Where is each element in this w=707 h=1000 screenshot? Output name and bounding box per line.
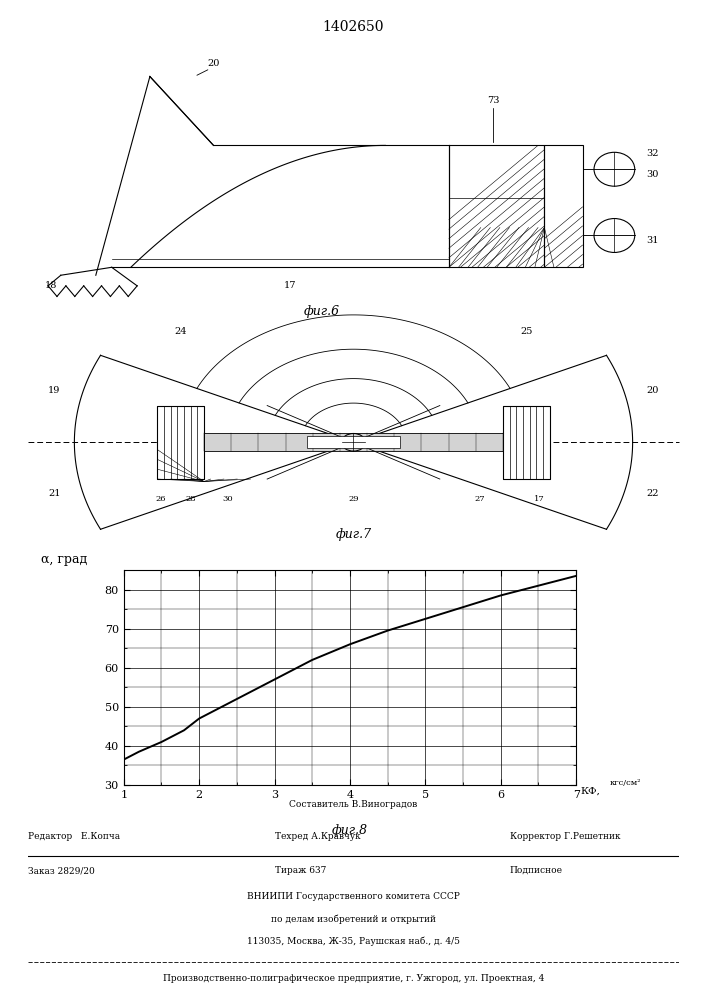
Bar: [544, 145, 583, 267]
Text: 20: 20: [207, 59, 220, 68]
Text: 73: 73: [487, 96, 500, 105]
Text: 31: 31: [646, 236, 659, 245]
Text: 17: 17: [534, 495, 545, 503]
Text: 24: 24: [175, 328, 187, 336]
Text: 113035, Москва, Ж-35, Раушская наб., д. 4/5: 113035, Москва, Ж-35, Раушская наб., д. …: [247, 936, 460, 946]
Text: 27: 27: [474, 495, 485, 503]
Text: кгс/см²: кгс/см²: [610, 779, 642, 787]
Y-axis label: α, град: α, град: [41, 553, 88, 566]
Text: 18: 18: [45, 282, 57, 290]
Text: 20: 20: [646, 386, 659, 395]
Text: Подписное: Подписное: [510, 866, 563, 875]
Text: 25: 25: [520, 328, 532, 336]
Text: 19: 19: [48, 386, 61, 395]
Text: фиг.6: фиг.6: [303, 305, 340, 318]
Text: 26: 26: [156, 495, 166, 503]
Text: 21: 21: [48, 489, 61, 498]
Text: Корректор Г.Решетник: Корректор Г.Решетник: [510, 832, 620, 841]
Text: 22: 22: [646, 489, 659, 498]
Text: 32: 32: [646, 149, 659, 158]
Text: Производственно-полиграфическое предприятие, г. Ужгород, ул. Проектная, 4: Производственно-полиграфическое предприя…: [163, 974, 544, 983]
Text: 30: 30: [222, 495, 233, 503]
Text: Техред А.Кравчук: Техред А.Кравчук: [276, 832, 361, 841]
Text: 1402650: 1402650: [323, 20, 384, 34]
Bar: [503, 406, 549, 479]
Bar: [307, 436, 400, 448]
Text: 17: 17: [284, 282, 296, 290]
Text: КФ,: КФ,: [580, 786, 600, 795]
Text: Составитель В.Виноградов: Составитель В.Виноградов: [289, 800, 418, 809]
Text: фиг.7: фиг.7: [335, 528, 372, 541]
Text: ВНИИПИ Государственного комитета СССР: ВНИИПИ Государственного комитета СССР: [247, 892, 460, 901]
Text: Редактор   Е.Копча: Редактор Е.Копча: [28, 832, 120, 841]
Bar: [158, 406, 204, 479]
Text: фиг.8: фиг.8: [332, 824, 368, 837]
Text: 30: 30: [646, 170, 659, 179]
Bar: [449, 145, 544, 267]
Text: 29: 29: [348, 495, 359, 503]
Text: Заказ 2829/20: Заказ 2829/20: [28, 866, 95, 875]
Text: Тираж 637: Тираж 637: [276, 866, 327, 875]
Bar: [204, 433, 503, 451]
Text: 28: 28: [185, 495, 196, 503]
Text: по делам изобретений и открытий: по делам изобретений и открытий: [271, 914, 436, 924]
